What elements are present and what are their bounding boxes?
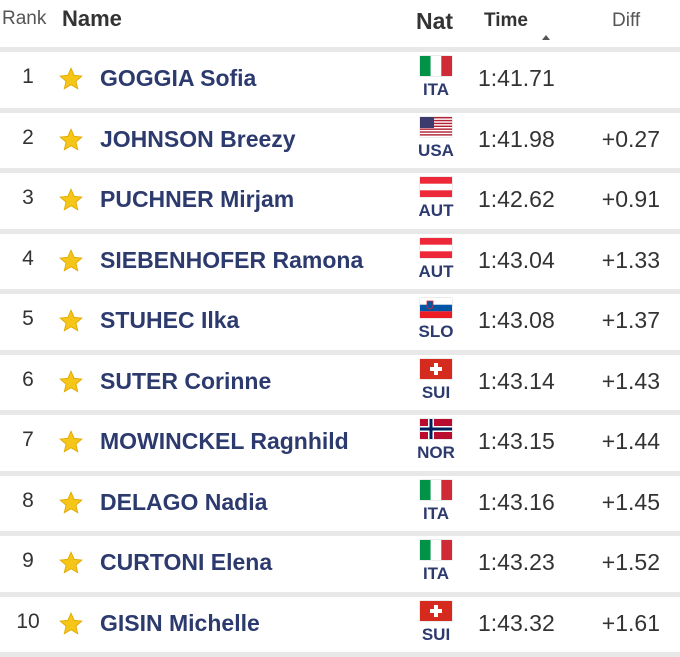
diff: +0.91 — [601, 186, 660, 212]
rank: 8 — [22, 488, 34, 512]
flag — [420, 177, 452, 197]
time: 1:41.71 — [478, 65, 555, 91]
time: 1:43.23 — [478, 549, 555, 575]
separator — [0, 228, 680, 234]
flag — [420, 419, 452, 439]
nation-code: ITA — [422, 80, 450, 99]
separator — [0, 349, 680, 355]
favorite-star[interactable] — [58, 308, 84, 339]
separator — [0, 410, 680, 415]
flag — [420, 298, 452, 318]
nation-code: AUT — [418, 261, 454, 281]
nation-code: USA — [418, 140, 454, 160]
favorite-star[interactable] — [58, 429, 84, 460]
nation-code: SUI — [421, 382, 451, 402]
athlete-name[interactable]: DELAGO Nadia — [100, 488, 268, 515]
time: 1:43.15 — [478, 428, 555, 454]
rank: 10 — [16, 609, 40, 633]
nation-code: SUI — [421, 624, 451, 644]
nation-code: ITA — [422, 564, 450, 583]
header-nat[interactable]: Nat — [416, 8, 454, 34]
rank: 3 — [22, 186, 34, 209]
rank: 2 — [22, 125, 34, 149]
rank: 1 — [22, 65, 34, 88]
separator — [0, 531, 680, 536]
athlete-name[interactable]: GOGGIA Sofia — [100, 65, 257, 91]
nation-code: ITA — [422, 503, 450, 523]
time: 1:42.62 — [478, 186, 555, 212]
time: 1:43.32 — [478, 609, 555, 636]
flag — [420, 600, 452, 621]
diff: +0.27 — [601, 125, 660, 152]
athlete-name[interactable]: GISIN Michelle — [100, 609, 260, 636]
flag — [420, 358, 452, 379]
rank: 6 — [22, 367, 34, 391]
header-diff[interactable]: Diff — [612, 10, 641, 31]
time: 1:41.98 — [478, 125, 555, 152]
athlete-name[interactable]: SUTER Corinne — [100, 367, 272, 394]
separator — [0, 652, 680, 657]
rank: 7 — [22, 428, 34, 451]
flag — [420, 540, 452, 560]
athlete-name[interactable]: MOWINCKEL Ragnhild — [100, 428, 349, 454]
favorite-star[interactable] — [58, 248, 84, 279]
separator — [0, 168, 680, 173]
time: 1:43.14 — [478, 367, 555, 394]
separator — [0, 591, 680, 597]
time: 1:43.16 — [478, 488, 555, 515]
athlete-name[interactable]: STUHEC Ilka — [100, 307, 240, 333]
athlete-name[interactable]: PUCHNER Mirjam — [100, 186, 295, 212]
favorite-star[interactable] — [58, 187, 84, 218]
diff: +1.33 — [601, 246, 660, 273]
header-time[interactable]: Time — [484, 10, 529, 31]
diff: +1.61 — [601, 609, 660, 636]
nation-code: SLO — [418, 322, 454, 341]
favorite-star[interactable] — [58, 490, 84, 521]
athlete-name[interactable]: CURTONI Elena — [100, 549, 273, 575]
separator — [0, 470, 680, 476]
sort-arrow — [542, 35, 550, 40]
separator — [0, 47, 680, 52]
time: 1:43.04 — [478, 246, 555, 273]
rank: 4 — [22, 246, 34, 270]
flag — [420, 116, 452, 137]
time: 1:43.08 — [478, 307, 555, 333]
favorite-star[interactable] — [58, 369, 84, 400]
nation-code: AUT — [418, 201, 454, 220]
diff: +1.37 — [601, 307, 660, 333]
header-name[interactable]: Name — [62, 6, 122, 31]
flag — [420, 56, 452, 76]
diff: +1.52 — [601, 549, 660, 575]
separator — [0, 107, 680, 113]
separator — [0, 289, 680, 294]
rank: 5 — [22, 307, 34, 330]
diff: +1.45 — [601, 488, 660, 515]
nation-code: NOR — [417, 443, 455, 462]
athlete-name[interactable]: JOHNSON Breezy — [100, 125, 296, 152]
favorite-star[interactable] — [58, 66, 84, 97]
favorite-star[interactable] — [58, 611, 84, 642]
diff: +1.44 — [601, 428, 660, 454]
header-rank[interactable]: Rank — [2, 8, 47, 29]
flag — [420, 237, 452, 258]
athlete-name[interactable]: SIEBENHOFER Ramona — [100, 246, 364, 273]
favorite-star[interactable] — [58, 550, 84, 581]
favorite-star[interactable] — [58, 127, 84, 158]
rank: 9 — [22, 549, 34, 572]
flag — [420, 479, 452, 500]
diff: +1.43 — [601, 367, 660, 394]
